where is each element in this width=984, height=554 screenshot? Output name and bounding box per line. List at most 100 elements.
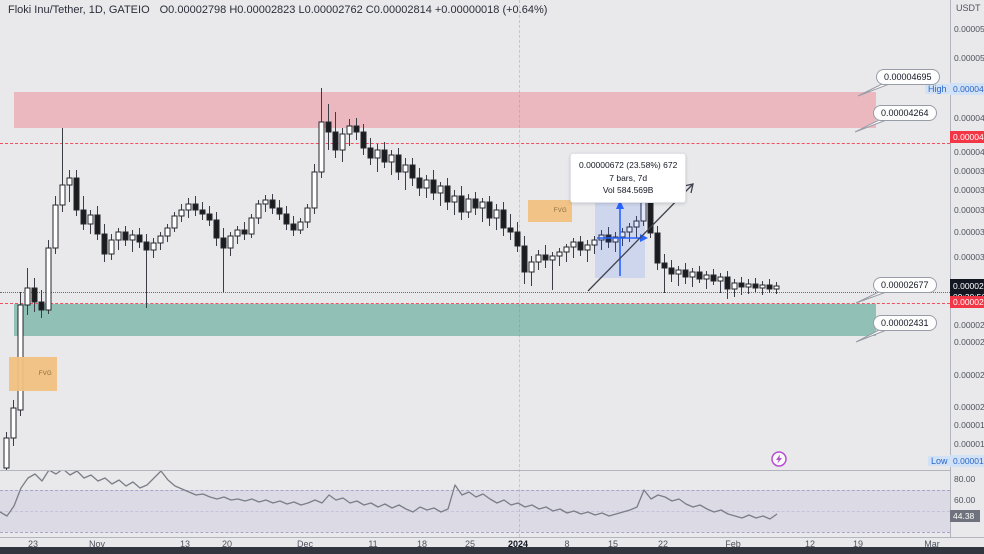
- symbol-title[interactable]: Floki Inu/Tether, 1D, GATEIO: [8, 4, 150, 16]
- price-callout-label[interactable]: 0.00004264: [873, 105, 937, 121]
- price-callout-label[interactable]: 0.00004695: [876, 69, 940, 85]
- candle-up: [346, 125, 353, 135]
- alert-line[interactable]: [0, 303, 950, 304]
- candle-up: [115, 231, 122, 241]
- price-tick-label: 0.000052: [954, 53, 984, 63]
- candle-up: [465, 198, 472, 213]
- candle-down: [73, 177, 80, 211]
- candle-down: [472, 198, 479, 209]
- candle-down: [521, 245, 528, 273]
- fvg-box[interactable]: FVG: [528, 200, 572, 222]
- fvg-label: FVG: [38, 371, 52, 377]
- candle-up: [255, 203, 262, 219]
- candle-up: [108, 239, 115, 255]
- price-callout-label[interactable]: 0.00002677: [873, 277, 937, 293]
- candle-down: [325, 121, 332, 133]
- candle-up: [171, 215, 178, 229]
- flash-icon[interactable]: [771, 451, 787, 467]
- currency-label[interactable]: USDT: [956, 3, 981, 13]
- price-tick-label: 0.000044: [954, 113, 984, 123]
- trend-arrow-head: [683, 183, 694, 194]
- candle-up: [150, 242, 157, 251]
- candle-down: [276, 207, 283, 215]
- time-axis[interactable]: [0, 537, 984, 548]
- candle-up: [479, 201, 486, 209]
- candle-down: [31, 287, 38, 303]
- time-tick-label: 18: [416, 539, 428, 549]
- time-tick-label: 12: [804, 539, 816, 549]
- candle-up: [87, 214, 94, 225]
- candle-down: [206, 213, 213, 221]
- time-tick-label: 8: [564, 539, 570, 549]
- candle-up: [689, 271, 696, 278]
- candle-up: [234, 229, 241, 237]
- price-tick-label: 0.000018: [954, 439, 984, 449]
- candle-up: [52, 204, 59, 249]
- candle-up: [402, 164, 409, 173]
- candle-up: [185, 203, 192, 211]
- candle-up: [437, 185, 444, 194]
- candle-down: [577, 241, 584, 251]
- pane-divider[interactable]: [0, 470, 984, 471]
- candle-up: [563, 246, 570, 253]
- candle-up: [3, 437, 10, 469]
- candle-down: [430, 179, 437, 194]
- candle-down: [668, 267, 675, 275]
- candle-up: [451, 195, 458, 203]
- time-tick-label: Nov: [88, 539, 106, 549]
- price-tick-label: 0.000034: [954, 205, 984, 215]
- candle-up: [45, 247, 52, 311]
- candle-up: [227, 235, 234, 249]
- time-tick-label: 22: [657, 539, 669, 549]
- candle-down: [766, 284, 773, 290]
- low-value-label: 0.0000173: [950, 455, 984, 467]
- candle-down: [696, 271, 703, 280]
- rsi-axis-label: 80.00: [954, 474, 976, 484]
- candle-up: [374, 149, 381, 159]
- price-tick-label: 0.000025: [954, 320, 984, 330]
- demand-zone[interactable]: [14, 304, 876, 336]
- candles-layer: [3, 88, 780, 470]
- time-tick-label: 2024: [507, 539, 529, 549]
- candle-up: [528, 261, 535, 273]
- candle-up: [59, 184, 66, 206]
- candle-down: [514, 231, 521, 247]
- candle-up: [675, 269, 682, 275]
- candle-up: [248, 217, 255, 235]
- candle-up: [535, 254, 542, 263]
- year-separator-line: [519, 0, 520, 537]
- candle-down: [752, 283, 759, 289]
- price-tick-label: 0.000032: [954, 227, 984, 237]
- candle-down: [738, 282, 745, 288]
- candle-down: [199, 209, 206, 215]
- supply-zone[interactable]: [14, 92, 876, 128]
- candle-down: [542, 254, 549, 261]
- fvg-box[interactable]: FVG: [9, 357, 57, 391]
- candle-up: [633, 220, 640, 228]
- candle-up: [745, 283, 752, 288]
- candle-up: [339, 133, 346, 151]
- candle-down: [444, 185, 451, 203]
- last-price-value: 0.00002814: [953, 281, 984, 291]
- candle-up: [549, 255, 556, 261]
- price-tick-label: 0.000036: [954, 185, 984, 195]
- candle-down: [367, 147, 374, 159]
- symbol-legend[interactable]: Floki Inu/Tether, 1D, GATEIO O0.00002798 …: [8, 4, 547, 16]
- candle-up: [318, 121, 325, 173]
- candle-down: [458, 195, 465, 213]
- candle-down: [38, 301, 45, 311]
- candle-down: [353, 125, 360, 133]
- time-tick-label: 23: [27, 539, 39, 549]
- candle-up: [612, 236, 619, 243]
- candle-up: [591, 239, 598, 246]
- price-callout-label[interactable]: 0.00002431: [873, 315, 937, 331]
- candle-up: [297, 221, 304, 231]
- price-tick-label: 0.000056: [954, 24, 984, 34]
- candle-up: [157, 235, 164, 244]
- candle-down: [220, 237, 227, 249]
- alert-line[interactable]: [0, 143, 950, 144]
- last-price-line: [0, 292, 950, 293]
- candle-up: [24, 287, 31, 306]
